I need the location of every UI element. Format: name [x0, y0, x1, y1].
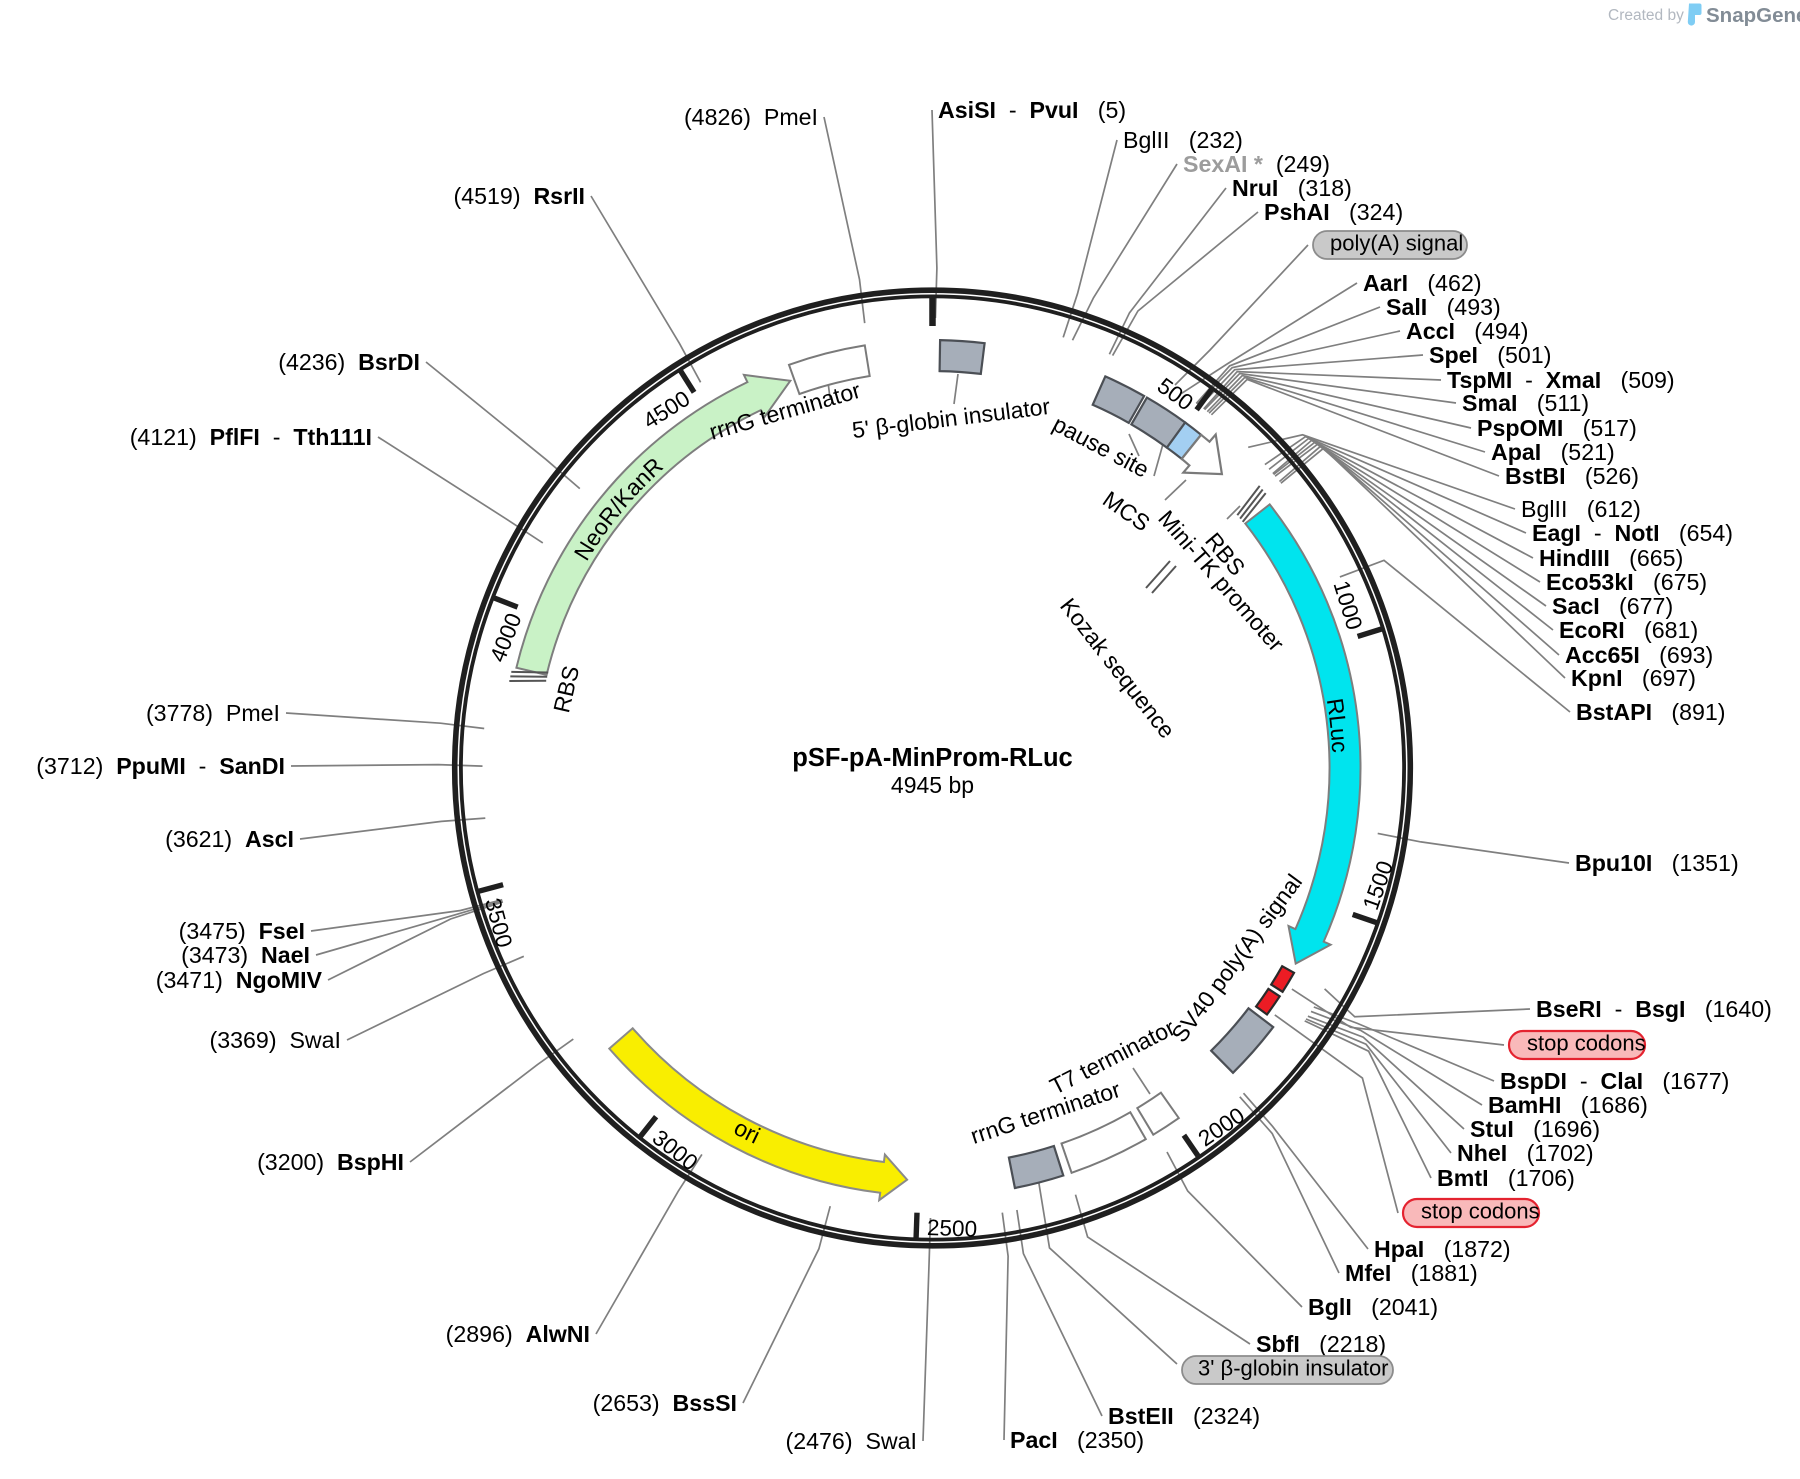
svg-text:(3475) FseI: (3475) FseI — [179, 918, 305, 944]
svg-text:(3473) NaeI: (3473) NaeI — [181, 942, 310, 968]
svg-text:(4236) BsrDI: (4236) BsrDI — [278, 349, 420, 375]
svg-text:BstBI (526): BstBI (526) — [1505, 463, 1639, 489]
svg-text:(2653) BssSI: (2653) BssSI — [593, 1390, 737, 1416]
svg-text:(4519) RsrII: (4519) RsrII — [454, 183, 585, 209]
svg-text:StuI (1696): StuI (1696) — [1470, 1116, 1600, 1142]
svg-text:BamHI (1686): BamHI (1686) — [1488, 1092, 1648, 1118]
svg-text:AsiSI - PvuI (5): AsiSI - PvuI (5) — [938, 97, 1126, 123]
svg-text:BstEII (2324): BstEII (2324) — [1108, 1403, 1260, 1429]
svg-text:NheI (1702): NheI (1702) — [1457, 1140, 1594, 1166]
svg-text:(3369) SwaI: (3369) SwaI — [210, 1027, 341, 1053]
svg-text:KpnI (697): KpnI (697) — [1571, 665, 1696, 691]
svg-text:AccI (494): AccI (494) — [1406, 318, 1528, 344]
svg-text:NruI (318): NruI (318) — [1232, 175, 1352, 201]
svg-text:stop codons: stop codons — [1527, 1031, 1646, 1056]
svg-text:(2476) SwaI: (2476) SwaI — [786, 1428, 917, 1454]
svg-text:SnapGene: SnapGene — [1706, 4, 1800, 27]
svg-text:BglII (232): BglII (232) — [1123, 127, 1243, 153]
svg-text:SpeI (501): SpeI (501) — [1429, 342, 1551, 368]
svg-text:BmtI (1706): BmtI (1706) — [1437, 1165, 1575, 1191]
svg-text:HindIII (665): HindIII (665) — [1539, 545, 1683, 571]
svg-text:(3200) BspHI: (3200) BspHI — [257, 1149, 404, 1175]
svg-text:(3621) AscI: (3621) AscI — [165, 826, 294, 852]
svg-text:SmaI (511): SmaI (511) — [1462, 390, 1589, 416]
svg-text:(3471) NgoMIV: (3471) NgoMIV — [156, 967, 323, 993]
svg-text:Bpu10I (1351): Bpu10I (1351) — [1575, 850, 1739, 876]
svg-text:3' β-globin insulator: 3' β-globin insulator — [1198, 1356, 1389, 1381]
svg-text:ApaI (521): ApaI (521) — [1491, 439, 1615, 465]
svg-text:SexAI * (249): SexAI * (249) — [1183, 151, 1330, 177]
svg-text:4945 bp: 4945 bp — [891, 772, 974, 798]
svg-text:pSF-pA-MinProm-RLuc: pSF-pA-MinProm-RLuc — [792, 744, 1072, 772]
svg-text:Eco53kI (675): Eco53kI (675) — [1546, 569, 1707, 595]
svg-text:BstAPI (891): BstAPI (891) — [1576, 699, 1726, 725]
svg-text:poly(A) signal: poly(A) signal — [1330, 231, 1463, 256]
svg-text:PshAI (324): PshAI (324) — [1264, 199, 1403, 225]
svg-text:AarI (462): AarI (462) — [1363, 270, 1482, 296]
svg-text:PacI (2350): PacI (2350) — [1010, 1427, 1144, 1453]
svg-text:(3712) PpuMI - SanDI: (3712) PpuMI - SanDI — [36, 753, 285, 779]
svg-text:(2896) AlwNI: (2896) AlwNI — [446, 1321, 590, 1347]
svg-text:BglI (2041): BglI (2041) — [1308, 1294, 1438, 1320]
svg-text:BglII (612): BglII (612) — [1521, 496, 1641, 522]
svg-text:PspOMI (517): PspOMI (517) — [1477, 415, 1637, 441]
svg-text:MfeI (1881): MfeI (1881) — [1345, 1260, 1478, 1286]
svg-text:EagI - NotI (654): EagI - NotI (654) — [1532, 520, 1733, 546]
svg-text:SbfI (2218): SbfI (2218) — [1256, 1331, 1386, 1357]
svg-text:(4121) PflFI - Tth111I: (4121) PflFI - Tth111I — [130, 424, 372, 450]
svg-text:BspDI - ClaI (1677): BspDI - ClaI (1677) — [1500, 1068, 1729, 1094]
svg-text:(4826) PmeI: (4826) PmeI — [684, 104, 818, 130]
svg-text:SacI (677): SacI (677) — [1552, 593, 1673, 619]
svg-text:2500: 2500 — [927, 1215, 978, 1242]
svg-text:stop codons: stop codons — [1421, 1199, 1540, 1224]
svg-text:(3778) PmeI: (3778) PmeI — [146, 700, 280, 726]
svg-text:HpaI (1872): HpaI (1872) — [1374, 1236, 1511, 1262]
svg-text:BseRI - BsgI (1640): BseRI - BsgI (1640) — [1536, 996, 1772, 1022]
svg-text:Created by: Created by — [1608, 7, 1684, 24]
svg-text:EcoRI (681): EcoRI (681) — [1559, 617, 1698, 643]
svg-text:SalI (493): SalI (493) — [1386, 294, 1501, 320]
